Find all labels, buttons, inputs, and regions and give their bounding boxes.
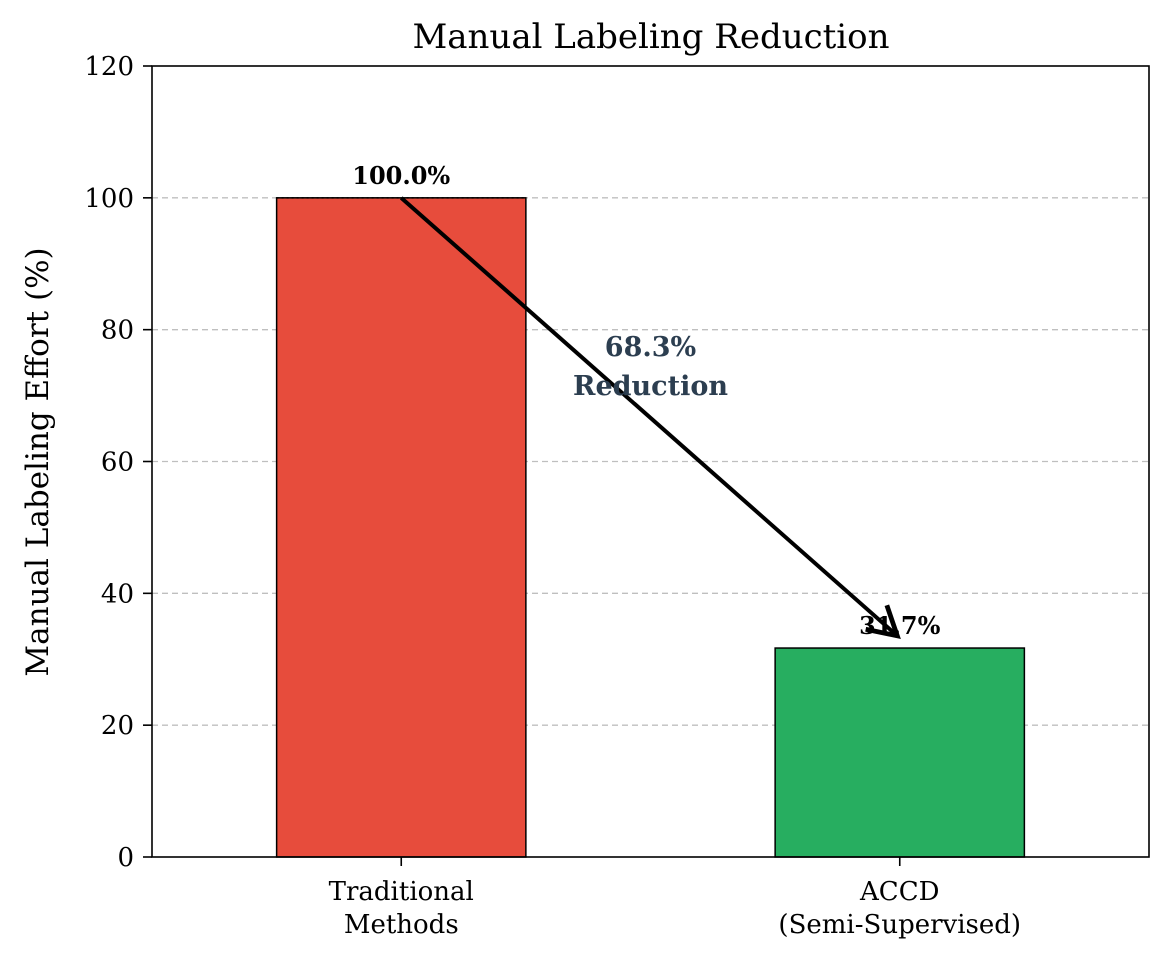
bar: [275, 197, 527, 858]
chart-title: Manual Labeling Reduction: [412, 17, 889, 57]
y-axis-label: Manual Labeling Effort (%): [20, 247, 56, 676]
x-tick-label: Methods: [344, 910, 459, 940]
x-tick-label: ACCD: [859, 877, 939, 907]
reduction-annotation-text: 68.3%: [605, 332, 696, 363]
y-tick-label: 20: [101, 711, 134, 741]
y-tick-label: 80: [101, 316, 134, 346]
y-tick-label: 0: [117, 843, 134, 873]
data-label: 100.0%: [352, 161, 450, 190]
reduction-annotation-text: Reduction: [573, 371, 728, 402]
bars: [275, 197, 1026, 858]
y-tick-label: 120: [84, 52, 134, 82]
x-tick-label: (Semi-Supervised): [778, 910, 1021, 940]
y-tick-label: 100: [84, 184, 134, 214]
reduction-arrow: [399, 196, 901, 639]
y-tick-label: 40: [101, 579, 134, 609]
reduction-annotation: 68.3% Reduction: [399, 196, 901, 639]
bar: [774, 647, 1026, 858]
plot-frame: [151, 65, 1150, 858]
x-tick-label: Traditional: [329, 877, 474, 907]
y-tick-label: 60: [101, 448, 134, 478]
